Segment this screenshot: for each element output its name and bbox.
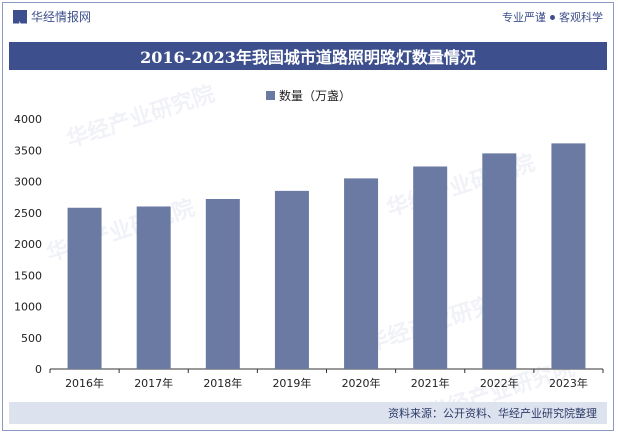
x-tick-label: 2016年 <box>65 376 104 390</box>
y-tick-label: 4000 <box>14 113 42 126</box>
x-tick-label: 2017年 <box>134 376 173 390</box>
legend-label: 数量（万盏） <box>279 88 351 103</box>
bar <box>67 207 102 369</box>
bar <box>344 178 379 369</box>
dot-icon <box>550 14 555 20</box>
bar <box>205 199 240 369</box>
x-tick-label: 2018年 <box>203 376 242 390</box>
bar <box>482 153 517 369</box>
legend-swatch <box>266 91 275 100</box>
x-tick-label: 2022年 <box>480 376 519 390</box>
y-tick-label: 0 <box>35 363 42 376</box>
x-tick-label: 2020年 <box>342 376 381 390</box>
chart-title: 2016-2023年我国城市道路照明路灯数量情况 <box>9 42 607 70</box>
x-tick-label: 2019年 <box>272 376 311 390</box>
bar <box>413 166 448 369</box>
logo: 华经情报网 <box>13 8 91 25</box>
chart-frame: 华经情报网 专业严谨 客观科学 2016-2023年我国城市道路照明路灯数量情况… <box>2 2 614 431</box>
bar <box>136 206 171 369</box>
y-tick-label: 3000 <box>14 176 42 189</box>
x-tick-label: 2021年 <box>411 376 450 390</box>
y-tick-label: 3500 <box>14 144 42 157</box>
y-tick-label: 500 <box>21 332 42 345</box>
logo-text: 华经情报网 <box>31 10 92 24</box>
bar <box>274 190 309 369</box>
y-tick-label: 2500 <box>14 207 42 220</box>
tagline-left: 专业严谨 <box>502 11 546 24</box>
y-tick-label: 2000 <box>14 238 42 251</box>
x-tick-label: 2023年 <box>549 376 588 390</box>
logo-icon <box>13 9 27 24</box>
y-tick-label: 1500 <box>14 269 42 282</box>
source-text: 资料来源：公开资料、华经产业研究院整理 <box>388 407 597 420</box>
y-tick-label: 1000 <box>14 301 42 314</box>
tagline: 专业严谨 客观科学 <box>502 9 603 25</box>
bar-chart: 数量（万盏） 0 500 1000 1500 2000 2500 3000 3500 4000 20… <box>14 88 604 390</box>
top-bar: 华经情报网 专业严谨 客观科学 <box>3 3 613 29</box>
bar <box>551 143 586 369</box>
tagline-right: 客观科学 <box>559 11 603 24</box>
footer: 资料来源：公开资料、华经产业研究院整理 <box>9 402 607 424</box>
